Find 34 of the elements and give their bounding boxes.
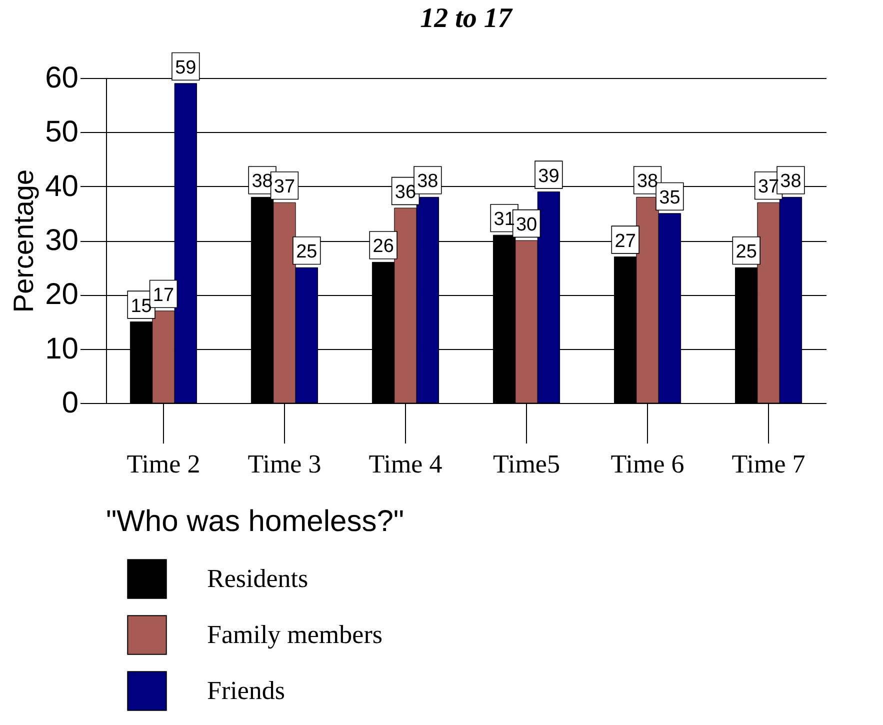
x-tick-label: Time 4 [368,450,442,478]
legend-label: Friends [207,676,285,705]
x-tick-label: Time 2 [126,450,200,478]
x-tick-label: Time 7 [732,450,806,478]
x-tick-label: Time 6 [610,450,684,478]
x-tick-label: Time5 [493,450,560,478]
y-tick-label: 10 [45,332,78,366]
data-label: 26 [372,236,394,258]
y-tick-label: 60 [45,62,78,94]
data-label: 35 [659,187,680,208]
x-tick-label: Time 3 [248,450,322,478]
y-tick-label: 0 [62,386,78,420]
data-label: 37 [274,176,296,198]
data-label: 39 [538,166,560,187]
data-label: 17 [152,284,174,306]
y-tick-label: 30 [45,224,78,257]
data-label: 25 [296,242,318,263]
data-label: 30 [516,214,538,236]
data-label: 38 [417,171,438,192]
legend-label: Family members [207,620,382,649]
y-tick-label: 20 [45,278,78,312]
data-label: 36 [394,182,416,203]
data-label: 27 [614,230,636,252]
legend-title: "Who was homeless?" [106,505,404,538]
data-label: 15 [130,296,152,317]
y-tick-label: 40 [45,170,78,203]
data-label: 38 [636,171,658,192]
data-label: 38 [780,171,802,192]
data-label: 59 [175,57,196,78]
y-tick-label: 50 [45,116,78,149]
y-axis-title: Percentage [8,169,40,313]
legend-label: Residents [207,564,308,593]
chart-title: 12 to 17 [420,3,513,34]
data-label: 25 [736,242,757,263]
